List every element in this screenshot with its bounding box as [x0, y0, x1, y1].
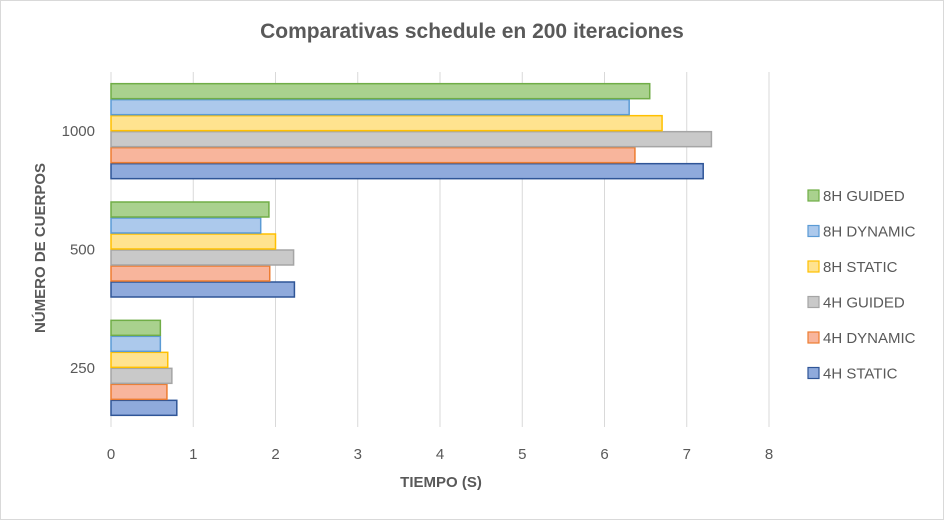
legend-entry: 4H STATIC — [823, 366, 898, 383]
bar — [110, 383, 168, 401]
x-tick-label: 4 — [436, 446, 444, 463]
chart-title: Comparativas schedule en 200 iteraciones — [260, 20, 684, 43]
x-tick-labels: 0 1 2 3 4 5 6 7 8 — [107, 446, 773, 463]
legend-entry: 4H DYNAMIC — [823, 330, 916, 347]
legend-entry: 8H DYNAMIC — [823, 224, 916, 241]
bar — [110, 265, 271, 282]
bar — [110, 114, 663, 132]
bar — [110, 351, 169, 369]
bar — [110, 249, 295, 266]
legend: 8H GUIDED 8H DYNAMIC 8H STATIC 4H GUIDED 4H … — [807, 188, 916, 383]
bar — [110, 82, 651, 100]
legend-swatch — [807, 260, 820, 273]
x-tick-label: 8 — [765, 446, 773, 463]
y-axis-label: NÚMERO DE CUERPOS — [31, 163, 49, 333]
bar — [110, 146, 636, 164]
bar — [110, 335, 162, 353]
legend-swatch — [807, 224, 820, 238]
legend-swatch — [807, 189, 820, 202]
bars — [110, 82, 713, 417]
x-tick-label: 1 — [189, 446, 197, 463]
legend-entry: 8H GUIDED — [823, 188, 905, 205]
y-tick-label: 250 — [70, 360, 95, 377]
x-tick-label: 3 — [354, 446, 362, 463]
bar — [110, 233, 277, 250]
bar — [110, 319, 162, 337]
x-axis-label: TIEMPO (S) — [400, 474, 482, 491]
x-tick-label: 7 — [683, 446, 691, 463]
legend-swatch — [807, 331, 820, 344]
legend-entry: 4H GUIDED — [823, 295, 905, 312]
bar — [110, 217, 262, 234]
bar — [110, 399, 178, 417]
legend-swatch — [807, 366, 820, 380]
bar — [110, 130, 713, 148]
y-tick-label: 500 — [70, 242, 95, 259]
x-tick-label: 0 — [107, 446, 115, 463]
x-tick-label: 6 — [600, 446, 608, 463]
x-tick-label: 2 — [271, 446, 279, 463]
bar — [110, 98, 630, 116]
bar — [110, 162, 704, 180]
y-tick-labels: 250 500 1000 — [62, 123, 95, 377]
x-tick-label: 5 — [518, 446, 526, 463]
bar — [110, 281, 296, 298]
y-tick-label: 1000 — [62, 123, 95, 140]
bar — [110, 201, 270, 218]
legend-swatch — [807, 295, 820, 309]
bar — [110, 367, 173, 385]
legend-entry: 8H STATIC — [823, 259, 898, 276]
